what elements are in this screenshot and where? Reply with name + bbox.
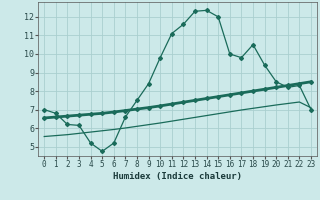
- X-axis label: Humidex (Indice chaleur): Humidex (Indice chaleur): [113, 172, 242, 181]
